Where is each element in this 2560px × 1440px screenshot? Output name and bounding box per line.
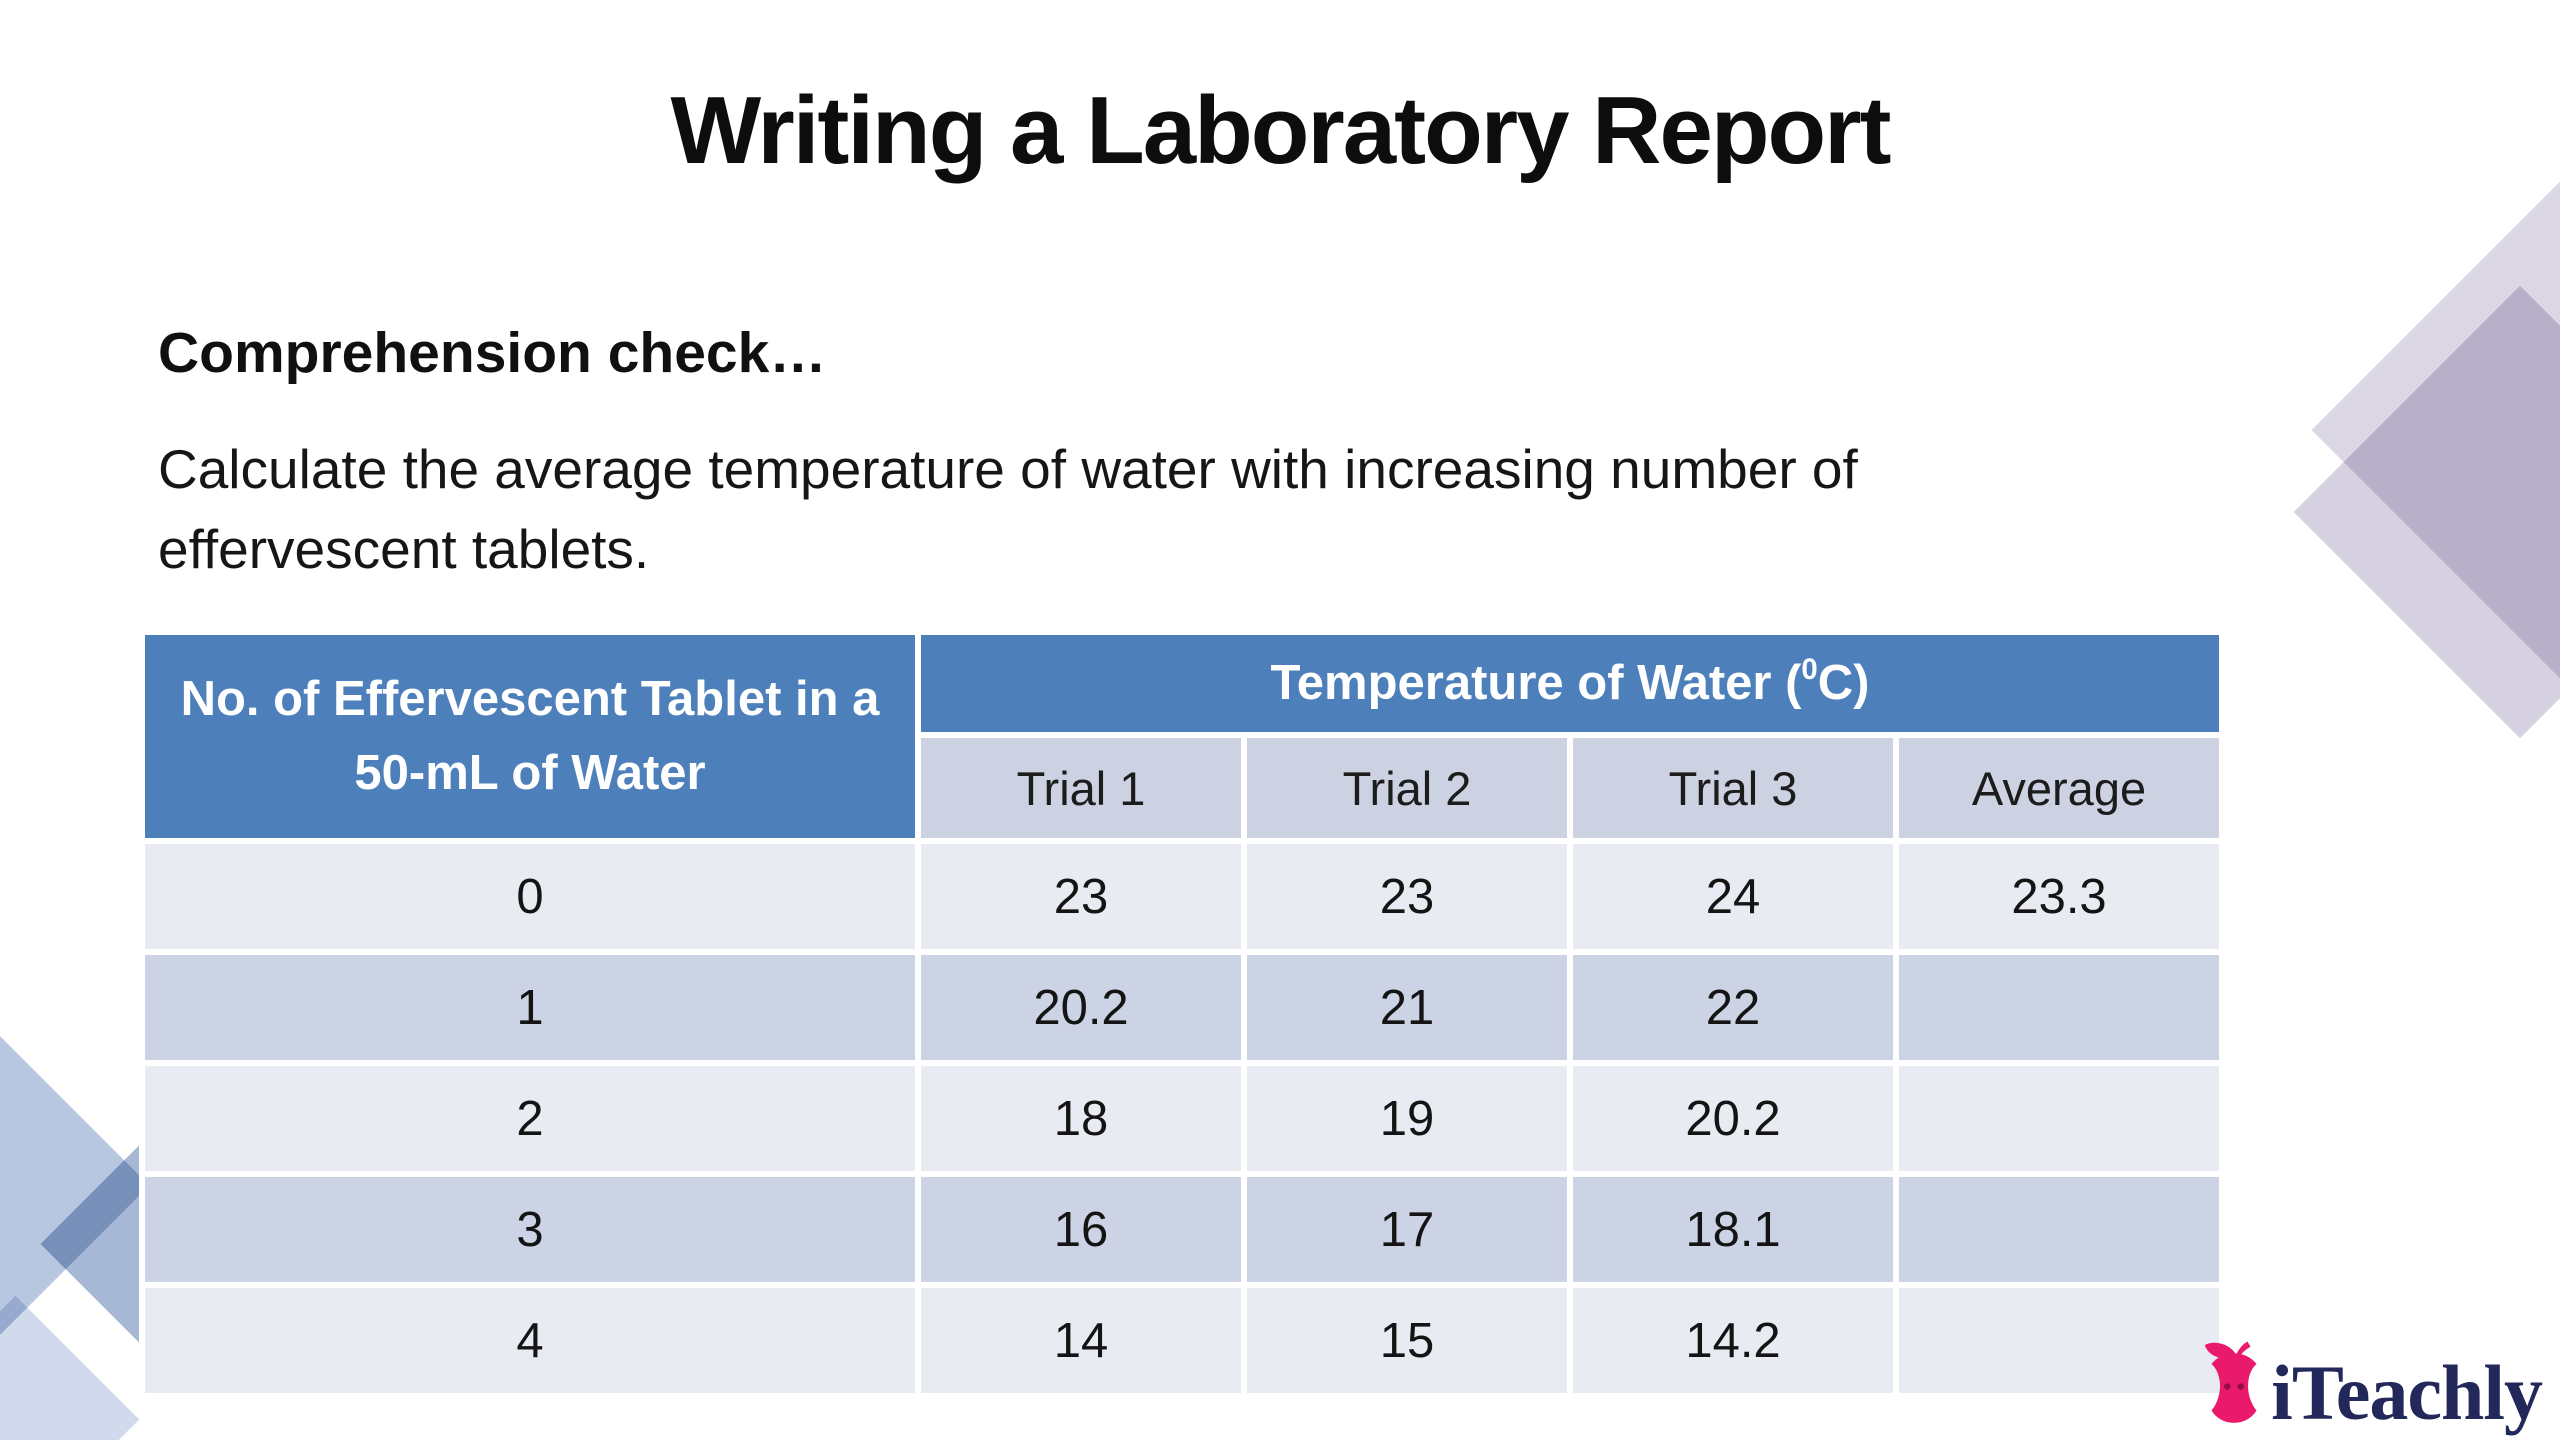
table-row: 0 23 23 24 23.3	[145, 844, 2219, 949]
cell-trial-3: 18.1	[1573, 1177, 1893, 1282]
table-subheader-trial-1: Trial 1	[921, 738, 1241, 838]
table-subheader-average: Average	[1899, 738, 2219, 838]
cell-average	[1899, 955, 2219, 1060]
table-row: 4 14 15 14.2	[145, 1288, 2219, 1393]
apple-core-icon	[2204, 1341, 2257, 1423]
cell-trial-3: 14.2	[1573, 1288, 1893, 1393]
instruction-line-1: Calculate the average temperature of wat…	[158, 438, 1858, 500]
cell-trial-1: 23	[921, 844, 1241, 949]
cell-trial-2: 17	[1247, 1177, 1567, 1282]
cell-trial-3: 22	[1573, 955, 1893, 1060]
table-header-tablets: No. of Effervescent Tablet in a 50-mL of…	[145, 635, 915, 838]
table-subheader-trial-3: Trial 3	[1573, 738, 1893, 838]
cell-tablets: 0	[145, 844, 915, 949]
cell-trial-2: 23	[1247, 844, 1567, 949]
cell-average	[1899, 1177, 2219, 1282]
data-table: No. of Effervescent Tablet in a 50-mL of…	[139, 629, 2225, 1399]
temperature-header-prefix: Temperature of Water (	[1270, 655, 1802, 710]
cell-trial-2: 21	[1247, 955, 1567, 1060]
table-row: 1 20.2 21 22	[145, 955, 2219, 1060]
cell-trial-1: 14	[921, 1288, 1241, 1393]
cell-trial-3: 24	[1573, 844, 1893, 949]
cell-trial-1: 16	[921, 1177, 1241, 1282]
temperature-header-suffix: C)	[1817, 655, 1870, 710]
cell-trial-3: 20.2	[1573, 1066, 1893, 1171]
page-title: Writing a Laboratory Report	[670, 77, 1892, 184]
temperature-header-superscript: 0	[1801, 653, 1818, 687]
logo-wordmark: iTeachly	[2271, 1349, 2543, 1437]
cell-average	[1899, 1288, 2219, 1393]
section-heading: Comprehension check…	[158, 321, 827, 385]
table-header-temperature: Temperature of Water (0C)	[921, 635, 2219, 732]
cell-tablets: 3	[145, 1177, 915, 1282]
cell-average: 23.3	[1899, 844, 2219, 949]
cell-trial-1: 18	[921, 1066, 1241, 1171]
iteachly-logo: iTeachly	[2201, 1340, 2543, 1437]
table-row: 3 16 17 18.1	[145, 1177, 2219, 1282]
cell-tablets: 1	[145, 955, 915, 1060]
cell-average	[1899, 1066, 2219, 1171]
cell-trial-1: 20.2	[921, 955, 1241, 1060]
cell-trial-2: 19	[1247, 1066, 1567, 1171]
table-row: 2 18 19 20.2	[145, 1066, 2219, 1171]
cell-tablets: 2	[145, 1066, 915, 1171]
table-subheader-trial-2: Trial 2	[1247, 738, 1567, 838]
instruction-paragraph: Calculate the average temperature of wat…	[158, 430, 1858, 590]
cell-trial-2: 15	[1247, 1288, 1567, 1393]
instruction-line-2: effervescent tablets.	[158, 517, 650, 580]
cell-tablets: 4	[145, 1288, 915, 1393]
